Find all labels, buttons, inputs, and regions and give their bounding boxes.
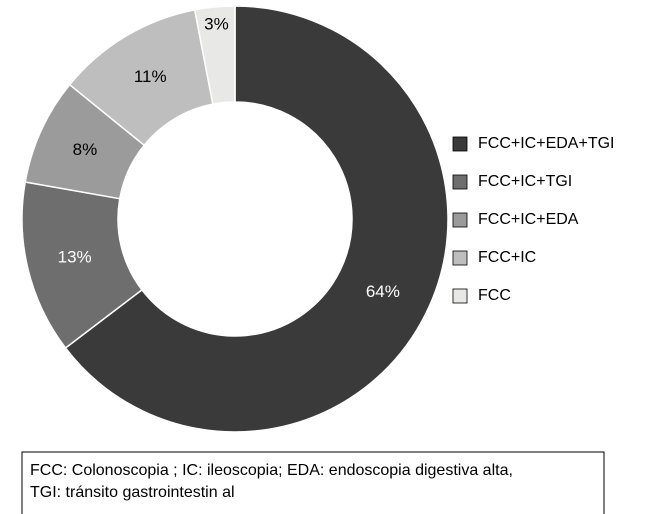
legend-swatch	[452, 288, 468, 304]
data-label: 11%	[134, 67, 167, 86]
legend-text: FCC+IC+TGI	[478, 173, 572, 190]
donut-segment	[64, 5, 449, 433]
donut-segment	[193, 5, 236, 105]
legend-swatch	[452, 174, 468, 190]
data-label: 8%	[73, 140, 98, 159]
legend-text: FCC+IC+EDA+TGI	[478, 135, 614, 152]
legend-text: FCC+IC+EDA	[478, 211, 579, 228]
footnote-box	[21, 451, 605, 514]
footnote-line: FCC: Colonoscopia ; IC: ileoscopia; EDA:…	[30, 462, 513, 479]
data-label: 13%	[58, 247, 92, 266]
data-label: 64%	[366, 282, 400, 301]
legend-swatch	[452, 136, 468, 152]
legend-swatch	[452, 212, 468, 228]
footnote-line: TGI: tránsito gastrointestin al	[30, 484, 235, 501]
data-label: 3%	[204, 14, 229, 33]
legend-text: FCC	[478, 287, 511, 304]
legend-text: FCC+IC	[478, 249, 536, 266]
legend-swatch	[452, 250, 468, 266]
